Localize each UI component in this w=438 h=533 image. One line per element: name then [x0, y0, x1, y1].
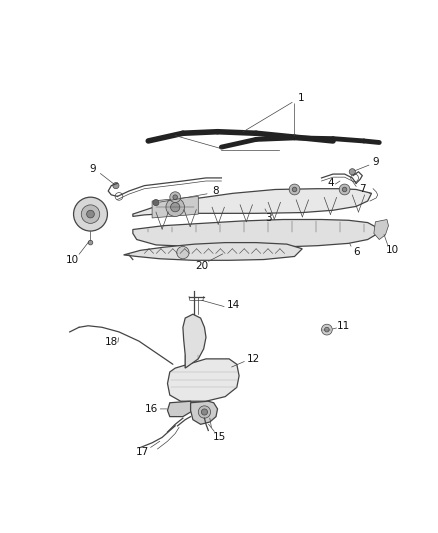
Polygon shape — [167, 401, 193, 417]
Text: 17: 17 — [135, 447, 149, 457]
Text: 7: 7 — [359, 184, 366, 193]
Circle shape — [339, 184, 350, 195]
Circle shape — [321, 324, 332, 335]
Text: 16: 16 — [145, 404, 158, 414]
Circle shape — [153, 199, 159, 206]
Polygon shape — [167, 359, 239, 401]
Text: 6: 6 — [353, 247, 360, 257]
Circle shape — [289, 184, 300, 195]
Circle shape — [177, 246, 189, 259]
Circle shape — [349, 168, 355, 175]
Polygon shape — [374, 220, 389, 239]
Text: 15: 15 — [212, 432, 226, 442]
Circle shape — [113, 182, 119, 189]
Circle shape — [87, 210, 94, 218]
Circle shape — [166, 198, 184, 216]
Circle shape — [201, 409, 208, 415]
Circle shape — [74, 197, 107, 231]
Polygon shape — [183, 314, 206, 368]
Polygon shape — [191, 401, 218, 424]
Text: 9: 9 — [373, 157, 379, 167]
Polygon shape — [133, 189, 371, 216]
Circle shape — [342, 187, 347, 192]
Circle shape — [198, 406, 211, 418]
Text: 12: 12 — [246, 354, 260, 364]
Circle shape — [81, 205, 100, 223]
Polygon shape — [152, 196, 198, 218]
Text: 20: 20 — [195, 261, 208, 271]
Text: 10: 10 — [66, 255, 79, 265]
Text: 3: 3 — [265, 213, 272, 223]
Circle shape — [292, 187, 297, 192]
Text: 1: 1 — [297, 93, 304, 103]
Circle shape — [173, 195, 177, 199]
Text: 11: 11 — [337, 321, 350, 331]
Text: 18: 18 — [105, 337, 118, 347]
Text: 4: 4 — [328, 179, 334, 188]
Polygon shape — [124, 243, 302, 260]
Polygon shape — [133, 220, 378, 247]
Circle shape — [325, 327, 329, 332]
Text: 10: 10 — [386, 245, 399, 255]
Text: 8: 8 — [213, 186, 219, 196]
Text: 9: 9 — [89, 164, 96, 174]
Circle shape — [170, 203, 180, 212]
Circle shape — [170, 192, 180, 203]
Circle shape — [88, 240, 93, 245]
Text: 14: 14 — [226, 300, 240, 310]
